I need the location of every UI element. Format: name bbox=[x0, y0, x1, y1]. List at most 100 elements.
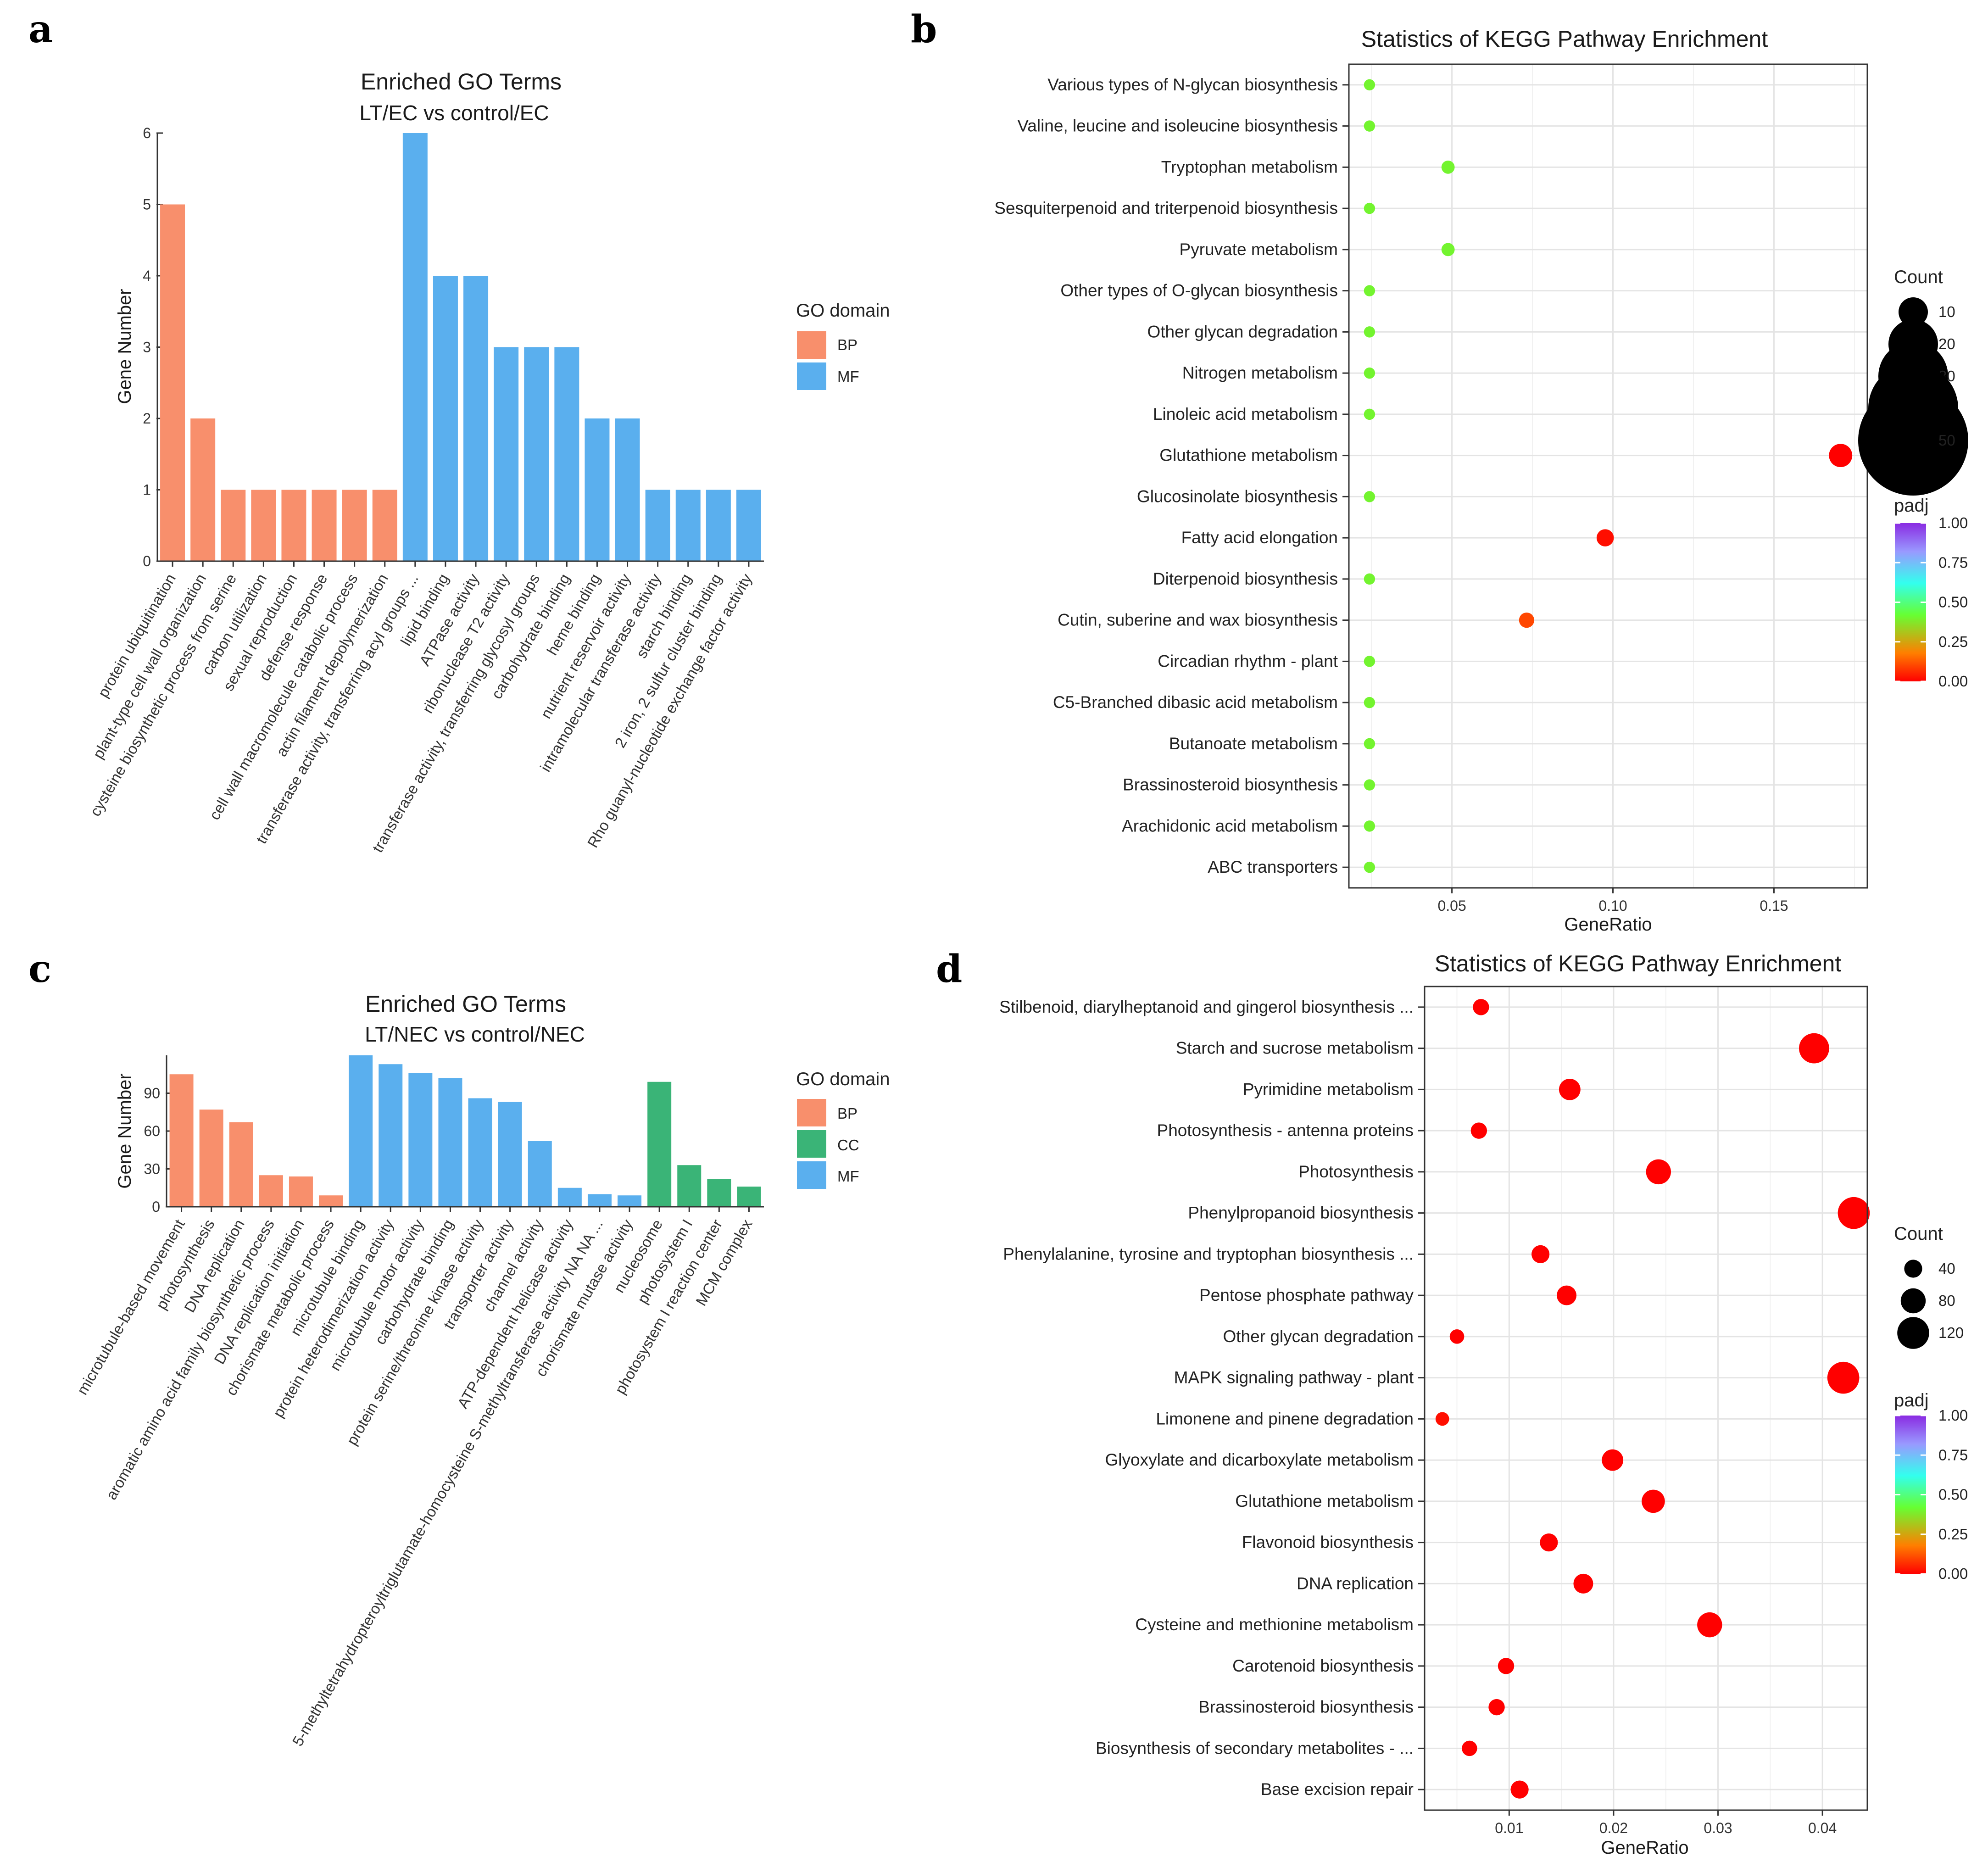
point-photosynthesis-antenna-proteins bbox=[1470, 1122, 1487, 1139]
pathway-label: Pyrimidine metabolism bbox=[1243, 1080, 1414, 1098]
bar-intramolecular-transferase-activity bbox=[645, 490, 670, 561]
pathway-label: Various types of N-glycan biosynthesis bbox=[1047, 75, 1338, 94]
panel-letter-a: a bbox=[28, 7, 53, 51]
bar-ribonuclease-t2-activity bbox=[494, 347, 519, 561]
pathway-label: Flavonoid biosynthesis bbox=[1242, 1533, 1414, 1552]
point-butanoate-metabolism bbox=[1364, 738, 1375, 750]
pathway-label: C5-Branched dibasic acid metabolism bbox=[1053, 693, 1338, 712]
panel-b-gridlines bbox=[1349, 64, 1867, 888]
point-sesquiterpenoid-and-triterpenoid-biosynthesis bbox=[1364, 202, 1375, 214]
bar-cysteine-biosynthetic-process-from-serine bbox=[221, 490, 246, 561]
bar-channel-activity bbox=[528, 1141, 552, 1207]
point-carotenoid-biosynthesis bbox=[1498, 1658, 1515, 1674]
panel-b-count-legend-title: Count bbox=[1894, 267, 1943, 287]
y-tick-label: 30 bbox=[144, 1161, 160, 1177]
x-tick-label: 0.03 bbox=[1704, 1820, 1732, 1836]
bar-microtubule-based-movement bbox=[169, 1074, 194, 1207]
count-legend-label: 10 bbox=[1938, 303, 1955, 320]
pathway-label: Photosynthesis bbox=[1298, 1162, 1414, 1181]
point-nitrogen-metabolism bbox=[1364, 367, 1375, 379]
panel-letter-b: b bbox=[911, 7, 937, 51]
legend-label-cc: CC bbox=[837, 1137, 859, 1154]
pathway-label: Limonene and pinene degradation bbox=[1156, 1409, 1414, 1428]
panel-b-x-ticks: 0.05 0.10 0.15 bbox=[1437, 888, 1788, 914]
pathway-label: Carotenoid biosynthesis bbox=[1232, 1656, 1414, 1675]
panel-a-legend: GO domain BP MF bbox=[796, 301, 890, 390]
panel-a-y-ticks: 0 1 2 3 4 5 6 bbox=[143, 125, 163, 569]
padj-tick-label: 0.75 bbox=[1938, 554, 1968, 571]
point-glyoxylate-and-dicarboxylate-metabolism bbox=[1602, 1449, 1624, 1471]
pathway-label: Stilbenoid, diarylheptanoid and gingerol… bbox=[999, 998, 1414, 1016]
point-abc-transporters bbox=[1364, 861, 1375, 873]
bar-cell-wall-macromolecule-catabolic-process bbox=[342, 490, 367, 561]
pathway-label: Pyruvate metabolism bbox=[1180, 240, 1338, 259]
bar-nucleosome bbox=[647, 1081, 672, 1207]
y-tick-label: 6 bbox=[143, 125, 151, 141]
point-pentose-phosphate-pathway bbox=[1557, 1285, 1577, 1305]
padj-tick-label: 1.00 bbox=[1938, 514, 1968, 531]
point-tryptophan-metabolism bbox=[1441, 160, 1455, 174]
panel-letter-d: d bbox=[936, 947, 962, 991]
point-limonene-and-pinene-degradation bbox=[1435, 1412, 1449, 1426]
pathway-label: Linoleic acid metabolism bbox=[1153, 405, 1338, 424]
panel-c-go-bar-chart: Enriched GO Terms LT/NEC vs control/NEC … bbox=[73, 991, 890, 1749]
padj-tick-label: 0.50 bbox=[1938, 1486, 1968, 1503]
panel-d-count-legend-items: 40 80 120 bbox=[1897, 1260, 1964, 1349]
panel-letter-c: c bbox=[28, 947, 51, 991]
y-tick-label: 0 bbox=[143, 553, 151, 569]
bar-starch-binding bbox=[675, 490, 701, 561]
panel-d-x-ticks: 0.01 0.02 0.03 0.04 bbox=[1495, 1810, 1837, 1836]
point-dna-replication bbox=[1573, 1573, 1593, 1594]
point-glutathione-metabolism bbox=[1829, 444, 1853, 468]
point-cutin-suberine-and-wax-biosynthesis bbox=[1519, 613, 1535, 628]
bar-aromatic-amino-acid-family-biosynthetic-process bbox=[259, 1175, 283, 1207]
legend-swatch-mf bbox=[797, 362, 826, 390]
pathway-label: Nitrogen metabolism bbox=[1182, 363, 1338, 382]
legend-swatch-mf bbox=[797, 1161, 826, 1189]
pathway-label: Brassinosteroid biosynthesis bbox=[1123, 775, 1338, 794]
count-legend-dot bbox=[1858, 385, 1968, 496]
panel-b-padj-legend: padj 1.00 0.75 0.50 0.25 0.00 bbox=[1894, 496, 1968, 690]
y-tick-label: 90 bbox=[144, 1085, 160, 1102]
point-phenylalanine-tyrosine-and-tryptophan-biosynthesis bbox=[1531, 1245, 1550, 1263]
pathway-label: Other glycan degradation bbox=[1147, 322, 1338, 341]
point-stilbenoid-diarylheptanoid-and-gingerol-biosynthesis bbox=[1473, 999, 1489, 1015]
panel-d-x-axis-label: GeneRatio bbox=[1601, 1838, 1688, 1858]
pathway-label: Photosynthesis - antenna proteins bbox=[1157, 1121, 1414, 1140]
panel-d-padj-ticks: 1.00 0.75 0.50 0.25 0.00 bbox=[1895, 1407, 1968, 1582]
padj-tick-label: 0.00 bbox=[1938, 673, 1968, 690]
bar-plant-type-cell-wall-organization bbox=[190, 418, 216, 561]
y-tick-label: 0 bbox=[152, 1198, 160, 1215]
point-other-glycan-degradation bbox=[1364, 326, 1375, 338]
bar-microtubule-motor-activity bbox=[408, 1073, 433, 1207]
bar-transporter-activity bbox=[498, 1102, 522, 1207]
legend-swatch-cc bbox=[797, 1130, 826, 1158]
panel-a-y-axis-label: Gene Number bbox=[115, 289, 135, 404]
bar-chorismate-metabolic-process bbox=[319, 1195, 343, 1207]
legend-label-mf: MF bbox=[837, 368, 859, 385]
point-circadian-rhythm-plant bbox=[1364, 656, 1375, 667]
panel-d-points bbox=[1435, 999, 1870, 1799]
point-starch-and-sucrose-metabolism bbox=[1799, 1033, 1829, 1064]
legend-swatch-bp bbox=[797, 331, 826, 359]
bar-atp-dependent-helicase-activity bbox=[557, 1187, 582, 1207]
panel-a-go-bar-chart: Enriched GO Terms LT/EC vs control/EC Ge… bbox=[87, 69, 890, 855]
pathway-label: Glutathione metabolism bbox=[1159, 446, 1338, 465]
pathway-label: Valine, leucine and isoleucine biosynthe… bbox=[1017, 117, 1338, 135]
pathway-label: Sesquiterpenoid and triterpenoid biosynt… bbox=[994, 199, 1338, 217]
pathway-label: Arachidonic acid metabolism bbox=[1122, 816, 1338, 835]
panel-d-padj-legend: padj 1.00 0.75 0.50 0.25 0.00 bbox=[1894, 1390, 1968, 1582]
x-tick-label: microtubule-based movement bbox=[73, 1216, 188, 1398]
panel-b-count-legend: Count 1020304050 bbox=[1858, 267, 1968, 496]
pathway-label: Glucosinolate biosynthesis bbox=[1137, 487, 1338, 506]
panel-c-y-axis-label: Gene Number bbox=[115, 1073, 135, 1188]
point-brassinosteroid-biosynthesis bbox=[1488, 1699, 1505, 1716]
pathway-label: Cysteine and methionine metabolism bbox=[1135, 1615, 1414, 1634]
padj-tick-label: 0.25 bbox=[1938, 633, 1968, 650]
bar-2-iron-2-sulfur-cluster-binding bbox=[706, 490, 731, 561]
point-biosynthesis-of-secondary-metabolites bbox=[1462, 1740, 1477, 1756]
panel-c-title: Enriched GO Terms bbox=[365, 991, 566, 1017]
point-flavonoid-biosynthesis bbox=[1540, 1533, 1558, 1552]
panel-c-y-ticks: 0 30 60 90 bbox=[144, 1085, 172, 1215]
count-legend-dot bbox=[1899, 297, 1928, 327]
